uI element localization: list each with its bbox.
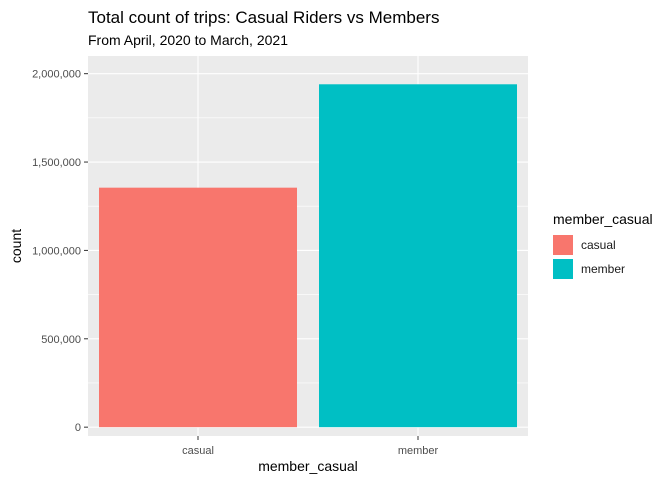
legend-title: member_casual — [553, 211, 653, 227]
y-tick-label: 1,000,000 — [32, 245, 81, 257]
legend-item-casual: casual — [553, 233, 653, 257]
legend-key-member — [553, 259, 573, 279]
legend-label-member: member — [581, 262, 626, 276]
y-tick-label: 0 — [75, 422, 81, 434]
bar-member — [319, 84, 517, 428]
y-tick-label: 1,500,000 — [32, 157, 81, 169]
x-tick-label: member — [398, 445, 439, 457]
y-tick-label: 500,000 — [41, 334, 81, 346]
legend-key-casual — [553, 235, 573, 255]
chart-subtitle: From April, 2020 to March, 2021 — [88, 32, 288, 48]
legend-label-casual: casual — [581, 238, 616, 252]
bar-casual — [99, 187, 297, 428]
legend: member_casual casual member — [553, 211, 653, 281]
x-tick-label: casual — [182, 445, 214, 457]
x-axis-title: member_casual — [258, 458, 358, 474]
chart-title: Total count of trips: Casual Riders vs M… — [88, 8, 440, 27]
legend-item-member: member — [553, 257, 653, 281]
y-tick-label: 2,000,000 — [32, 69, 81, 81]
y-axis-title: count — [8, 229, 24, 263]
